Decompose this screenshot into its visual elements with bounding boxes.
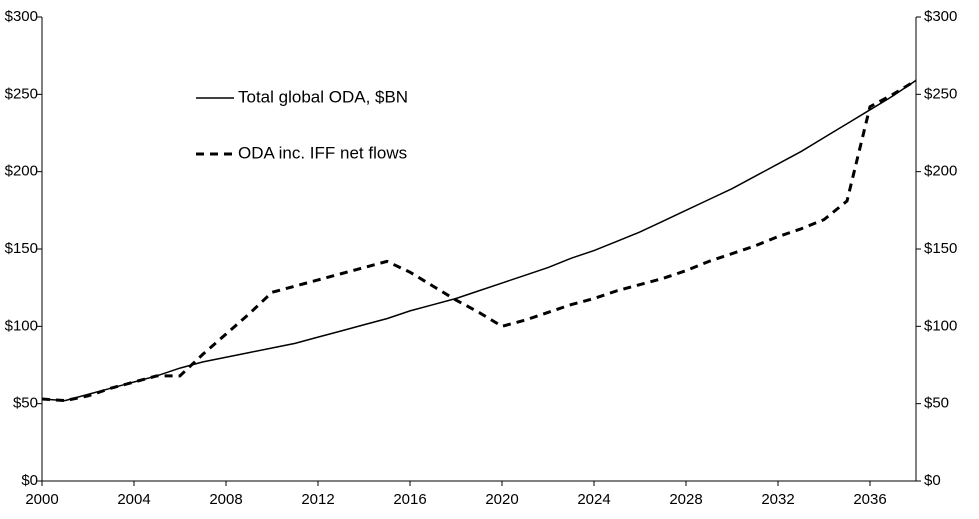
y2-tick-label: $100 — [924, 317, 957, 334]
y2-tick-label: $300 — [924, 8, 957, 25]
y-tick-label: $50 — [13, 395, 38, 412]
y-tick-label: $200 — [5, 163, 38, 180]
x-tick-label: 2036 — [853, 491, 886, 508]
y2-tick-label: $50 — [924, 395, 949, 412]
y-tick-label: $300 — [5, 8, 38, 25]
x-tick-label: 2012 — [301, 491, 334, 508]
x-tick-label: 2024 — [577, 491, 610, 508]
y-tick-label: $150 — [5, 240, 38, 257]
x-tick-label: 2000 — [25, 491, 58, 508]
y2-tick-label: $200 — [924, 163, 957, 180]
y-tick-label: $0 — [21, 472, 38, 489]
x-tick-label: 2032 — [761, 491, 794, 508]
x-tick-label: 2020 — [485, 491, 518, 508]
legend-label: Total global ODA, $BN — [238, 87, 408, 106]
y-tick-label: $250 — [5, 85, 38, 102]
legend-label: ODA inc. IFF net flows — [238, 143, 407, 162]
x-tick-label: 2008 — [209, 491, 242, 508]
y2-tick-label: $0 — [924, 472, 941, 489]
series-line — [41, 79, 917, 403]
x-tick-label: 2016 — [393, 491, 426, 508]
series-line — [41, 79, 917, 402]
x-tick-label: 2004 — [117, 491, 150, 508]
x-tick-label: 2028 — [669, 491, 702, 508]
y2-tick-label: $150 — [924, 240, 957, 257]
y-tick-label: $100 — [5, 317, 38, 334]
y2-tick-label: $250 — [924, 85, 957, 102]
